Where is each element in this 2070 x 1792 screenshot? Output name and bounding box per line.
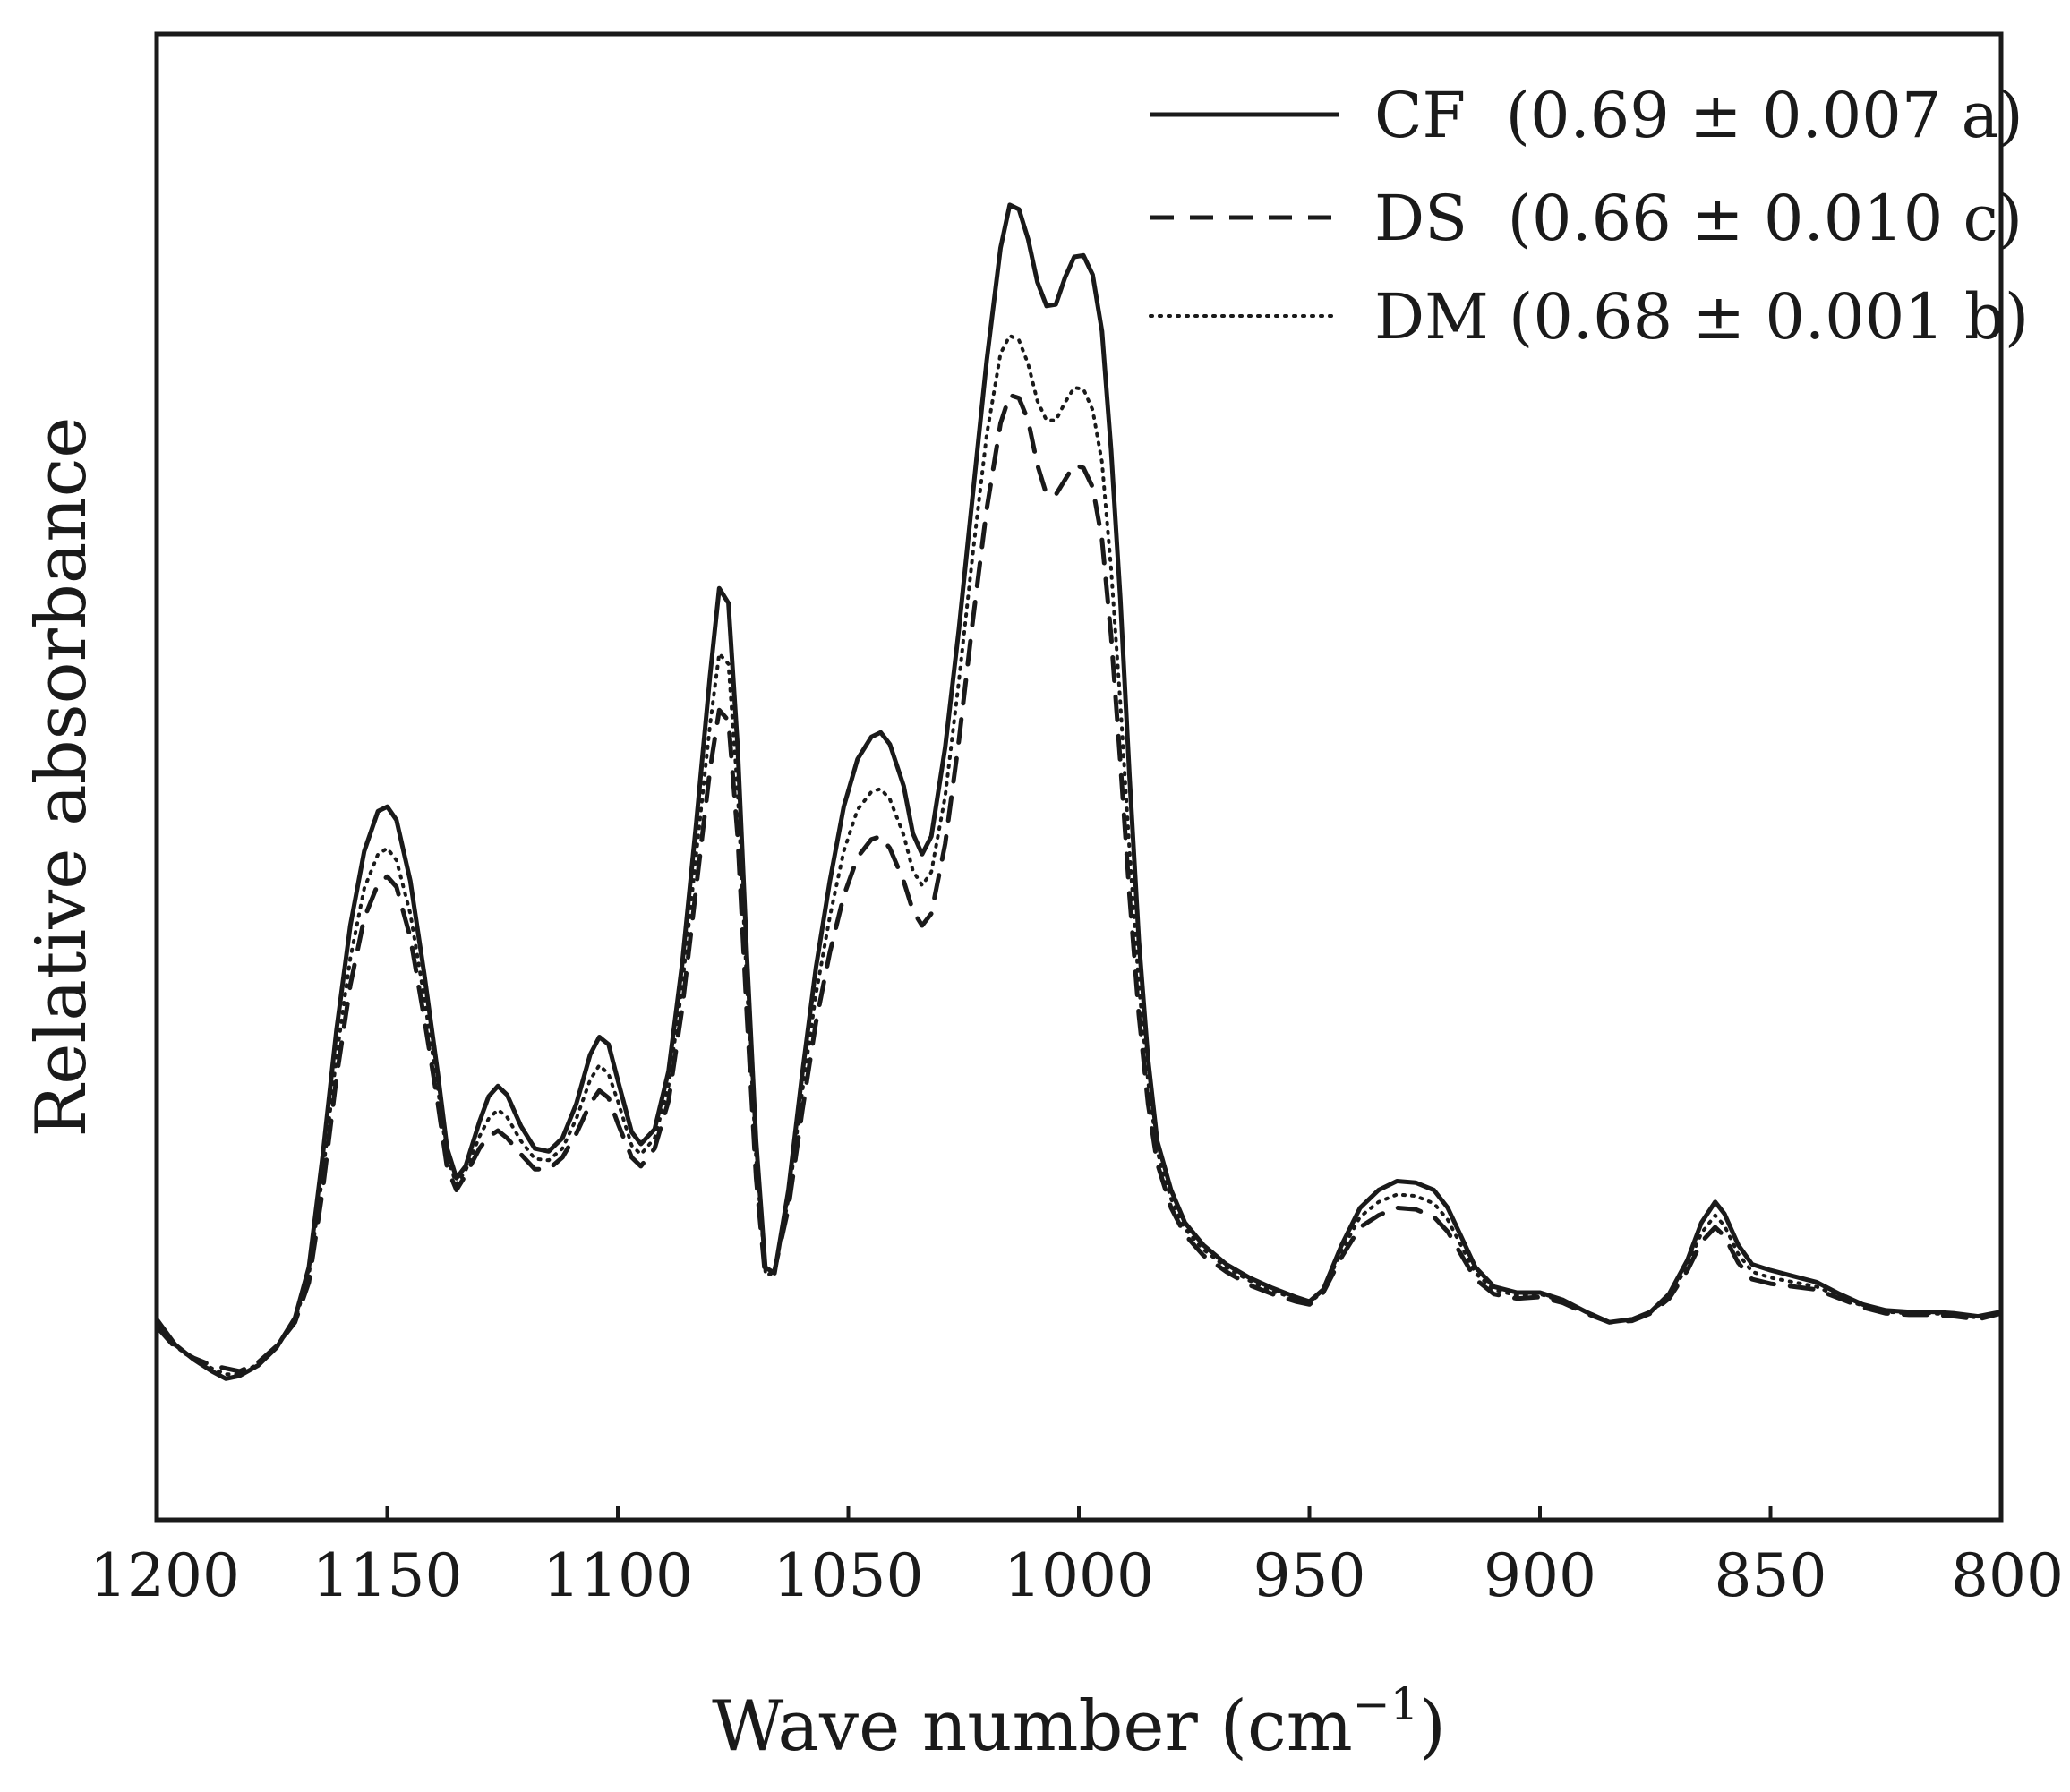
x-tick-label-1100: 1100 [543, 1541, 693, 1610]
x-axis-title-suffix: ) [1418, 1686, 1445, 1767]
x-axis-title-main: Wave number (cm [712, 1686, 1353, 1767]
x-tick-label-1150: 1150 [312, 1541, 463, 1610]
x-tick-label-950: 950 [1253, 1541, 1366, 1610]
series-line-cf [154, 202, 2004, 1381]
x-tick-label-800: 800 [1951, 1541, 2064, 1610]
x-tick-label-1200: 1200 [90, 1541, 240, 1610]
x-axis-title: Wave number (cm−1) [712, 1678, 1446, 1767]
series-line-ds [154, 392, 2004, 1374]
x-tick-label-900: 900 [1484, 1541, 1596, 1610]
legend-label-dm: DM (0.68 ± 0.001 b) [1374, 280, 2029, 354]
x-tick-label-1000: 1000 [1004, 1541, 1154, 1610]
x-tick-label-850: 850 [1715, 1541, 1827, 1610]
legend: CF (0.69 ± 0.007 a) DS (0.66 ± 0.010 c) … [1149, 79, 2029, 354]
series-layer [154, 202, 2004, 1381]
legend-label-cf: CF (0.69 ± 0.007 a) [1374, 79, 2023, 152]
x-axis-title-superscript: −1 [1353, 1678, 1419, 1730]
legend-label-ds: DS (0.66 ± 0.010 c) [1374, 182, 2023, 255]
y-axis-title: Relative absorbance [21, 417, 102, 1138]
x-axis-ticks: 1200 1150 1100 1050 1000 950 900 850 800 [90, 1506, 2064, 1610]
series-line-dm [155, 334, 2003, 1377]
x-tick-label-1050: 1050 [774, 1541, 924, 1610]
